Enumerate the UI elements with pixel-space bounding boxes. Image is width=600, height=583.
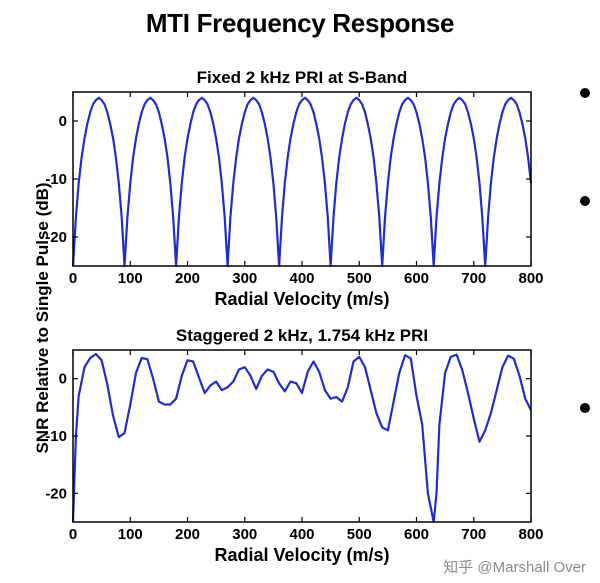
- plot-frame: [72, 91, 532, 267]
- chart-title: Fixed 2 kHz PRI at S-Band: [197, 68, 408, 87]
- chart-title: Staggered 2 kHz, 1.754 kHz PRI: [176, 326, 428, 345]
- y-tick-label: -20: [45, 229, 67, 246]
- slide-title: MTI Frequency Response: [145, 8, 455, 38]
- x-tick-label: 800: [518, 270, 543, 287]
- y-tick-label: 0: [59, 113, 67, 130]
- x-tick-label: 800: [518, 526, 543, 543]
- plot-frame: [72, 349, 532, 523]
- x-tick-label: 400: [289, 270, 314, 287]
- x-tick-label: 0: [69, 270, 77, 287]
- chart-panel-staggered-pri: Staggered 2 kHz, 1.754 kHz PRI 0 100 200 300…: [45, 326, 543, 565]
- y-tick-label: 0: [59, 371, 67, 388]
- watermark: 知乎 @Marshall Over: [443, 559, 586, 576]
- x-tick-label: 100: [118, 270, 143, 287]
- y-tick-label: -10: [45, 171, 67, 188]
- series-line: [71, 352, 532, 524]
- x-tick-label: 600: [404, 526, 429, 543]
- chart-panel-fixed-pri: Fixed 2 kHz PRI at S-Band 0 100 200 300 400 50…: [45, 68, 543, 309]
- x-tick-label: 100: [118, 526, 143, 543]
- x-tick-label: 200: [175, 270, 200, 287]
- x-tick-label: 200: [175, 526, 200, 543]
- x-axis-label: Radial Velocity (m/s): [214, 545, 389, 565]
- x-tick-label: 700: [461, 270, 486, 287]
- x-tick-label: 700: [461, 526, 486, 543]
- bullet-point-3: [580, 403, 590, 413]
- bullet-point-1: [580, 88, 590, 98]
- x-tick-label: 300: [232, 526, 257, 543]
- y-tick-label: -10: [45, 428, 67, 445]
- x-tick-label: 400: [289, 526, 314, 543]
- y-axis-label: SNR Relative to Single Pulse (dB): [33, 182, 52, 453]
- series-line: [71, 96, 533, 268]
- bullet-point-2: [580, 196, 590, 206]
- x-tick-label: 300: [232, 270, 257, 287]
- x-axis-label: Radial Velocity (m/s): [214, 289, 389, 309]
- y-tick-label: -20: [45, 485, 67, 502]
- x-tick-label: 500: [347, 270, 372, 287]
- x-tick-label: 0: [69, 526, 77, 543]
- x-tick-label: 600: [404, 270, 429, 287]
- x-tick-label: 500: [347, 526, 372, 543]
